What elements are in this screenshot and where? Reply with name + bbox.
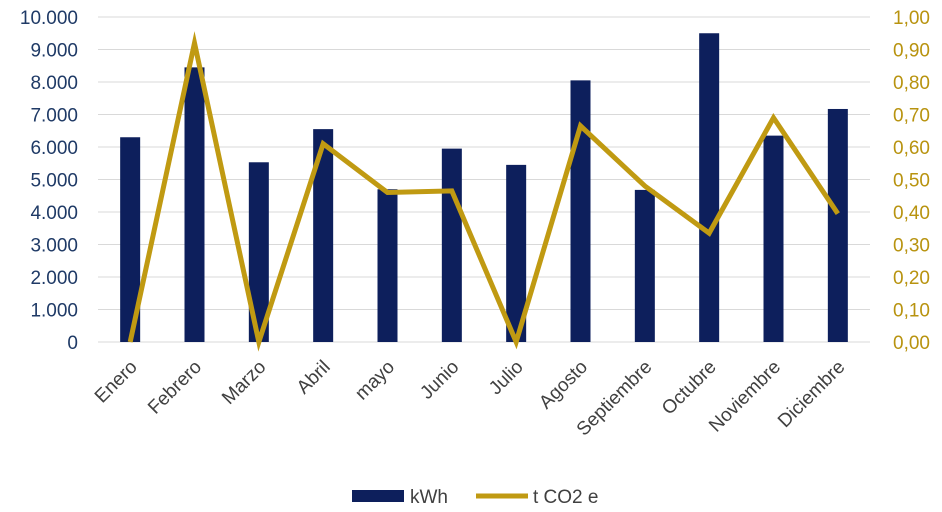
- right-tick-label: 0,90: [893, 41, 930, 62]
- x-tick-label: Octubre: [658, 357, 721, 420]
- bar-kwh: [313, 129, 334, 342]
- kwh-bars: [120, 33, 848, 342]
- bar-kwh: [120, 137, 141, 342]
- legend-label-kwh: kWh: [410, 487, 448, 508]
- left-tick-label: 0: [67, 333, 78, 354]
- x-tick-label: Julio: [485, 357, 527, 399]
- legend-label-co2: t CO2 e: [533, 487, 598, 508]
- bar-kwh: [570, 80, 591, 342]
- left-tick-label: 3.000: [30, 236, 78, 257]
- left-tick-label: 1.000: [30, 301, 78, 322]
- x-tick-label: Junio: [416, 357, 463, 404]
- x-tick-label: mayo: [351, 357, 399, 405]
- x-tick-label: Marzo: [218, 357, 270, 409]
- x-axis-ticks: Enero Febrero Marzo Abril mayo Junio Julio Agos…: [91, 357, 849, 441]
- right-tick-label: 0,70: [893, 106, 930, 127]
- x-tick-label: Agosto: [535, 357, 592, 414]
- left-tick-label: 6.000: [30, 138, 78, 159]
- left-axis-ticks: 0 1.000 2.000 3.000 4.000 5.000 6.000 7.000 8.00…: [20, 8, 78, 354]
- legend: kWh t CO2 e: [352, 487, 598, 508]
- right-tick-label: 0,50: [893, 171, 930, 192]
- bar-kwh: [699, 33, 720, 342]
- right-tick-label: 0,30: [893, 236, 930, 257]
- left-tick-label: 8.000: [30, 73, 78, 94]
- right-tick-label: 0,60: [893, 138, 930, 159]
- bar-kwh: [634, 189, 655, 342]
- left-tick-label: 2.000: [30, 268, 78, 289]
- right-tick-label: 0,00: [893, 333, 930, 354]
- line-co2: [127, 31, 840, 352]
- bar-kwh: [184, 67, 205, 342]
- x-tick-label: Diciembre: [774, 357, 849, 432]
- left-tick-label: 9.000: [30, 41, 78, 62]
- gridlines: [98, 16, 870, 343]
- bar-kwh: [248, 162, 269, 342]
- right-tick-label: 1,00: [893, 8, 930, 29]
- right-tick-label: 0,10: [893, 301, 930, 322]
- co2-line-layer: [127, 31, 840, 352]
- right-tick-label: 0,80: [893, 73, 930, 94]
- left-tick-label: 4.000: [30, 203, 78, 224]
- right-tick-label: 0,40: [893, 203, 930, 224]
- left-tick-label: 10.000: [20, 8, 78, 29]
- bar-kwh: [763, 135, 784, 342]
- legend-swatch-kwh: [352, 490, 404, 502]
- bar-kwh: [827, 108, 848, 342]
- x-tick-label: Enero: [91, 357, 142, 408]
- left-tick-label: 5.000: [30, 171, 78, 192]
- bar-kwh: [506, 164, 527, 342]
- right-tick-label: 0,20: [893, 268, 930, 289]
- bar-kwh: [441, 148, 462, 342]
- bar-kwh: [377, 189, 398, 342]
- right-axis-ticks: 0,00 0,10 0,20 0,30 0,40 0,50 0,60 0,70 0,80 0,90…: [893, 8, 930, 354]
- x-tick-label: Abril: [293, 357, 335, 399]
- x-tick-label: Febrero: [144, 357, 206, 419]
- left-tick-label: 7.000: [30, 106, 78, 127]
